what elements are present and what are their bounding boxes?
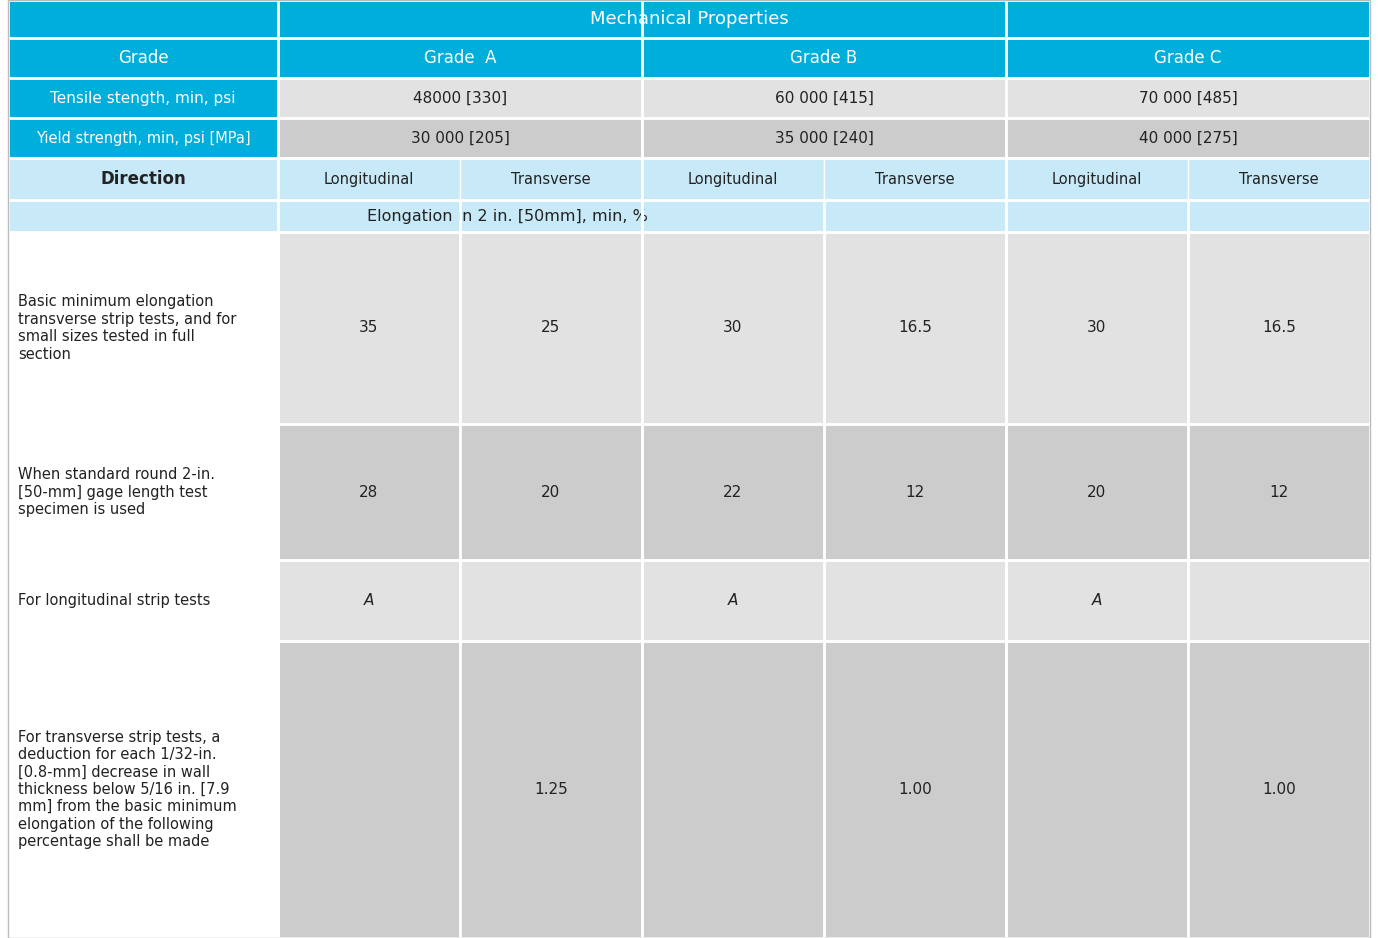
Text: Basic minimum elongation
transverse strip tests, and for
small sizes tested in f: Basic minimum elongation transverse stri… — [18, 295, 237, 361]
Bar — [642, 424, 824, 560]
Text: Transverse: Transverse — [511, 172, 591, 187]
Bar — [824, 641, 1006, 938]
Text: 12: 12 — [905, 485, 925, 500]
Text: 25: 25 — [542, 321, 561, 336]
Text: For longitudinal strip tests: For longitudinal strip tests — [18, 593, 211, 608]
Text: 40 000 [275]: 40 000 [275] — [1138, 130, 1237, 145]
Bar — [278, 424, 460, 560]
Text: Mechanical Properties: Mechanical Properties — [590, 10, 788, 28]
Text: 70 000 [485]: 70 000 [485] — [1138, 90, 1237, 105]
Bar — [824, 560, 1006, 641]
Text: 1.25: 1.25 — [535, 782, 568, 797]
Text: Grade: Grade — [117, 49, 168, 67]
Bar — [460, 232, 642, 424]
Bar — [642, 560, 824, 641]
Bar — [1006, 158, 1188, 200]
Bar — [1006, 38, 1370, 78]
Bar — [1188, 424, 1370, 560]
Text: 28: 28 — [360, 485, 379, 500]
Text: Grade B: Grade B — [791, 49, 857, 67]
Text: Longitudinal: Longitudinal — [688, 172, 779, 187]
Text: 48000 [330]: 48000 [330] — [413, 90, 507, 105]
Text: When standard round 2-in.
[50-mm] gage length test
specimen is used: When standard round 2-in. [50-mm] gage l… — [18, 467, 215, 517]
Text: Elongation in 2 in. [50mm], min, %: Elongation in 2 in. [50mm], min, % — [367, 208, 648, 223]
Bar — [824, 158, 1006, 200]
Bar — [278, 232, 460, 424]
Bar — [1006, 200, 1370, 232]
Text: 16.5: 16.5 — [1262, 321, 1295, 336]
Text: 12: 12 — [1269, 485, 1288, 500]
Text: 30 000 [205]: 30 000 [205] — [411, 130, 510, 145]
Bar — [8, 118, 278, 158]
Bar — [460, 158, 642, 200]
Bar — [1006, 78, 1370, 118]
Text: For transverse strip tests, a
deduction for each 1/32-in.
[0.8-mm] decrease in w: For transverse strip tests, a deduction … — [18, 730, 237, 849]
Text: 30: 30 — [723, 321, 743, 336]
Text: 22: 22 — [723, 485, 743, 500]
Bar — [1006, 232, 1188, 424]
Bar — [8, 560, 278, 641]
Text: 35: 35 — [360, 321, 379, 336]
Bar — [278, 158, 460, 200]
Bar — [642, 641, 824, 938]
Text: Transverse: Transverse — [1239, 172, 1319, 187]
Text: Grade  A: Grade A — [424, 49, 496, 67]
Bar — [278, 78, 642, 118]
Text: 20: 20 — [1087, 485, 1107, 500]
Text: Longitudinal: Longitudinal — [324, 172, 415, 187]
Text: 60 000 [415]: 60 000 [415] — [774, 90, 874, 105]
Text: A: A — [728, 593, 739, 608]
Bar — [8, 38, 278, 78]
Bar — [824, 424, 1006, 560]
Bar — [8, 641, 278, 938]
Text: Tensile stength, min, psi: Tensile stength, min, psi — [50, 90, 236, 105]
Text: Longitudinal: Longitudinal — [1051, 172, 1142, 187]
Text: 35 000 [240]: 35 000 [240] — [774, 130, 874, 145]
Text: Direction: Direction — [101, 170, 186, 188]
Bar — [1006, 641, 1188, 938]
Bar — [8, 0, 1370, 38]
Bar — [8, 158, 278, 200]
Text: 16.5: 16.5 — [898, 321, 932, 336]
Bar — [8, 424, 278, 560]
Text: 20: 20 — [542, 485, 561, 500]
Bar — [824, 232, 1006, 424]
Text: 30: 30 — [1087, 321, 1107, 336]
Bar — [642, 78, 1006, 118]
Bar — [278, 118, 642, 158]
Text: A: A — [364, 593, 375, 608]
Text: 1.00: 1.00 — [1262, 782, 1295, 797]
Bar — [278, 641, 460, 938]
Bar — [642, 232, 824, 424]
Bar — [1006, 560, 1188, 641]
Bar — [8, 200, 1006, 232]
Bar — [1006, 424, 1188, 560]
Bar — [460, 560, 642, 641]
Bar — [642, 38, 1006, 78]
Bar — [460, 641, 642, 938]
Bar — [1188, 158, 1370, 200]
Bar — [460, 424, 642, 560]
Text: 1.00: 1.00 — [898, 782, 932, 797]
Bar — [278, 38, 642, 78]
Bar — [1188, 232, 1370, 424]
Bar — [1006, 118, 1370, 158]
Bar — [8, 78, 278, 118]
Bar — [642, 158, 824, 200]
Text: A: A — [1091, 593, 1102, 608]
Bar — [8, 232, 278, 424]
Text: Transverse: Transverse — [875, 172, 955, 187]
Text: Yield strength, min, psi [MPa]: Yield strength, min, psi [MPa] — [36, 130, 251, 145]
Bar — [1188, 560, 1370, 641]
Bar — [1188, 641, 1370, 938]
Text: Grade C: Grade C — [1155, 49, 1222, 67]
Bar — [278, 560, 460, 641]
Bar — [642, 118, 1006, 158]
